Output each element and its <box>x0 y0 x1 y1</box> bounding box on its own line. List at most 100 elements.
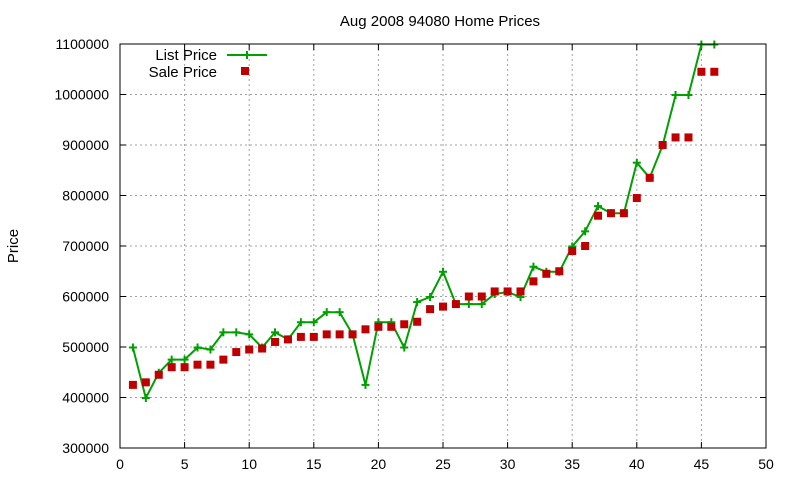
sale-price-point <box>387 322 396 331</box>
sale-price-point <box>361 325 370 334</box>
sale-price-point <box>710 67 719 76</box>
y-tick-label: 1000000 <box>54 87 109 103</box>
list-price-point <box>710 40 719 49</box>
list-price-point <box>361 380 370 389</box>
sale-price-point <box>619 209 628 218</box>
x-tick-label: 5 <box>181 456 189 472</box>
sale-price-point <box>400 320 409 329</box>
sale-price-point <box>581 242 590 250</box>
sale-price-point <box>271 337 280 346</box>
sale-price-point <box>594 211 603 220</box>
sale-price-point <box>606 209 615 218</box>
sale-price-point <box>555 267 564 276</box>
sale-price-point <box>128 380 137 389</box>
list-price-point <box>671 91 680 100</box>
list-price-point <box>426 293 435 302</box>
y-tick-label: 600000 <box>62 289 109 305</box>
y-tick-label: 1100000 <box>56 36 110 52</box>
y-tick-label: 400000 <box>62 390 109 406</box>
list-price-point <box>128 343 137 352</box>
legend-label-sale-price: Sale Price <box>149 64 217 81</box>
sale-price-point <box>464 292 473 301</box>
chart-title: Aug 2008 94080 Home Prices <box>340 13 540 30</box>
x-tick-label: 35 <box>564 456 580 472</box>
list-price-point <box>697 40 706 49</box>
x-tick-label: 30 <box>500 456 516 472</box>
legend-swatch-sale-price <box>241 67 249 75</box>
sale-price-point <box>219 355 228 364</box>
y-tick-label: 800000 <box>62 188 109 204</box>
list-price-point <box>581 227 590 236</box>
x-tick-label: 25 <box>435 456 451 472</box>
list-price-line <box>131 43 715 399</box>
list-price-point <box>167 355 176 364</box>
list-price-point <box>335 308 344 317</box>
sale-price-point <box>503 287 512 296</box>
sale-price-point <box>206 360 215 369</box>
x-tick-label: 20 <box>371 456 387 472</box>
sale-price-point <box>258 344 267 353</box>
sale-price-point <box>309 332 318 341</box>
sale-price-point <box>490 287 499 296</box>
list-price-point <box>206 345 215 354</box>
list-price-point <box>477 300 486 309</box>
y-tick-label: 700000 <box>62 238 109 254</box>
sale-price-point <box>167 363 176 372</box>
plot-frame <box>119 43 767 449</box>
list-price-point <box>400 343 409 352</box>
y-tick-label: 300000 <box>62 440 109 456</box>
sale-price-point <box>671 133 680 142</box>
list-price-point <box>232 328 241 337</box>
x-tick-label: 10 <box>241 456 257 472</box>
y-tick-label: 500000 <box>62 339 109 355</box>
sale-price-point <box>658 141 667 149</box>
list-price-point <box>296 318 305 327</box>
sale-price-point <box>335 330 344 339</box>
x-tick-label: 0 <box>116 456 124 472</box>
x-tick-label: 15 <box>306 456 322 472</box>
sale-price-point <box>413 317 422 326</box>
list-price-point <box>141 394 150 403</box>
sale-price-point <box>516 287 525 296</box>
sale-price-point <box>542 269 551 278</box>
sale-price-point <box>697 67 706 76</box>
grid-lines <box>120 44 766 448</box>
sale-price-point <box>232 348 241 357</box>
list-price-point <box>594 202 603 211</box>
list-price-point <box>322 308 331 317</box>
sale-price-point <box>684 133 693 142</box>
sale-price-point <box>426 305 435 314</box>
sale-price-point <box>451 300 460 309</box>
list-price-point <box>193 343 202 352</box>
sale-price-point <box>180 363 189 372</box>
sale-price-point <box>477 292 486 301</box>
sale-price-point <box>154 370 163 379</box>
sale-price-point <box>296 332 305 341</box>
y-axis-label: Price <box>5 229 22 263</box>
legend-label-list-price: List Price <box>155 47 217 64</box>
sale-price-point <box>322 330 331 339</box>
list-price-point <box>464 300 473 309</box>
sale-price-point <box>568 247 577 256</box>
sale-price-point <box>283 335 292 344</box>
sale-price-point <box>632 194 641 203</box>
sale-price-point <box>348 330 357 339</box>
y-tick-label: 900000 <box>62 137 109 153</box>
x-tick-label: 40 <box>629 456 645 472</box>
list-price-point <box>309 318 318 327</box>
list-price-point <box>684 91 693 100</box>
sale-price-point <box>439 302 447 311</box>
sale-price-point <box>141 378 150 387</box>
axis-ticks: 0 5 10 15 20 25 30 35 40 45 50 300000 400000 500000 60… <box>54 36 774 472</box>
list-price-point <box>632 158 641 167</box>
x-tick-label: 45 <box>694 456 710 472</box>
sale-price-point <box>374 322 383 331</box>
sale-price-point <box>193 360 202 369</box>
list-price-point <box>271 328 280 337</box>
sale-price-point <box>645 173 654 182</box>
series-layer <box>128 40 719 403</box>
list-price-point <box>439 267 447 276</box>
